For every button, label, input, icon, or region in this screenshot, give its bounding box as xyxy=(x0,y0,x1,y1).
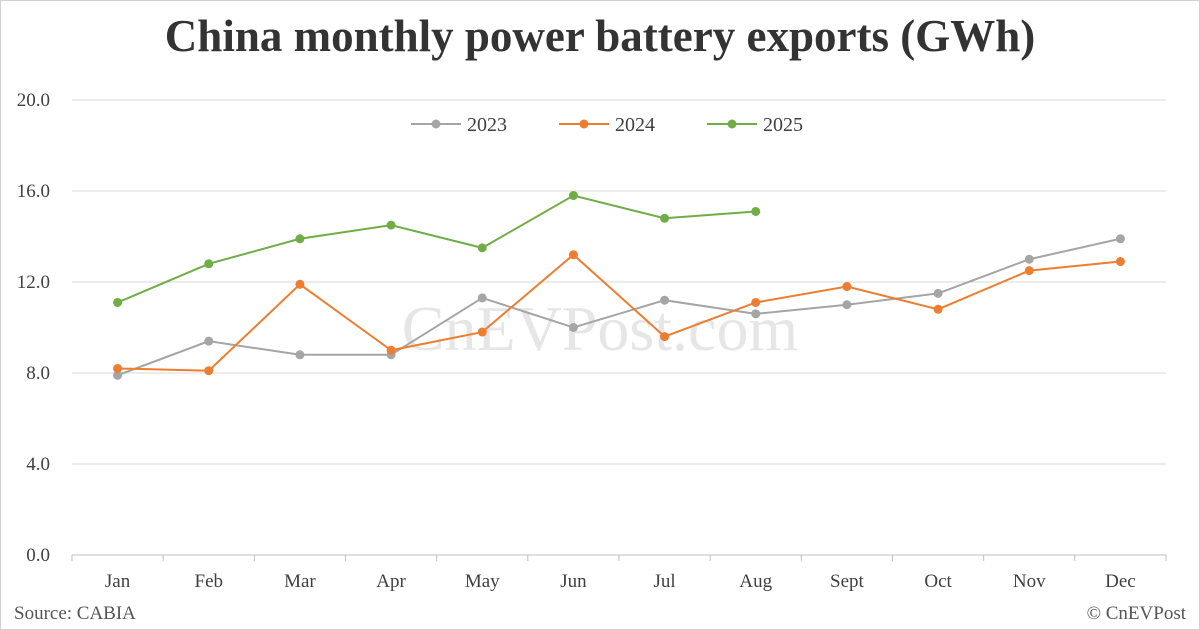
data-point-2023 xyxy=(842,300,852,310)
data-point-2024 xyxy=(842,282,852,292)
data-point-2025 xyxy=(113,297,123,307)
x-tick-label: Jun xyxy=(560,571,587,592)
legend-marker-2025 xyxy=(727,119,737,129)
data-point-2024 xyxy=(1024,266,1034,276)
x-tick-label: Feb xyxy=(195,571,224,592)
series-line-2024 xyxy=(117,253,1121,372)
y-tick-label: 4.0 xyxy=(26,454,50,475)
copyright-note: © CnEVPost xyxy=(1086,603,1186,624)
data-point-2025 xyxy=(477,243,487,253)
data-point-2025 xyxy=(204,259,214,269)
data-point-2025 xyxy=(386,220,396,230)
data-point-2024 xyxy=(1115,257,1125,267)
legend-label-2025: 2025 xyxy=(763,114,803,136)
data-point-2025 xyxy=(295,234,305,244)
x-tick-label: Jul xyxy=(653,571,675,592)
data-point-2025 xyxy=(660,213,670,223)
y-tick-label: 8.0 xyxy=(26,363,50,384)
x-tick-label: Apr xyxy=(376,571,406,592)
data-point-2023 xyxy=(660,295,670,305)
data-point-2023 xyxy=(568,323,578,332)
data-point-2023 xyxy=(477,293,487,303)
data-point-2024 xyxy=(295,279,305,289)
y-tick-label: 12.0 xyxy=(17,272,50,293)
y-tick-label: 16.0 xyxy=(17,181,50,202)
data-point-2023 xyxy=(295,350,305,360)
data-point-2023 xyxy=(933,288,943,298)
data-point-2024 xyxy=(751,297,761,307)
data-point-2023 xyxy=(1115,234,1125,244)
x-tick-label: Oct xyxy=(924,571,952,592)
data-point-2025 xyxy=(751,206,761,216)
x-tick-label: Jan xyxy=(105,571,131,592)
data-point-2024 xyxy=(933,304,943,314)
data-point-2023 xyxy=(751,309,761,319)
data-point-2024 xyxy=(477,327,487,337)
legend-marker-2024 xyxy=(579,119,589,129)
data-point-2024 xyxy=(568,250,578,260)
x-tick-label: Dec xyxy=(1105,571,1136,592)
data-point-2023 xyxy=(204,336,214,346)
data-point-2024 xyxy=(113,363,123,373)
legend-label-2023: 2023 xyxy=(467,114,507,136)
watermark: CnEVPost.com xyxy=(402,293,798,364)
data-point-2024 xyxy=(204,366,214,376)
chart-title: China monthly power battery exports (GWh… xyxy=(164,11,1036,61)
x-tick-label: Sept xyxy=(830,571,865,592)
data-point-2024 xyxy=(660,332,670,342)
data-point-2023 xyxy=(1024,254,1034,264)
data-point-2025 xyxy=(568,191,578,201)
y-tick-label: 0.0 xyxy=(26,545,50,566)
data-point-2023 xyxy=(113,370,123,380)
x-tick-label: Mar xyxy=(284,571,316,592)
legend-label-2024: 2024 xyxy=(615,114,655,136)
series-line-2023 xyxy=(117,237,1121,377)
x-tick-label: May xyxy=(465,571,500,592)
source-note: Source: CABIA xyxy=(14,603,136,624)
data-point-2024 xyxy=(386,345,396,355)
x-tick-label: Nov xyxy=(1013,571,1046,592)
series-line-2025 xyxy=(117,194,756,304)
legend-marker-2023 xyxy=(431,119,441,129)
x-tick-label: Aug xyxy=(739,571,772,592)
y-tick-label: 20.0 xyxy=(17,90,50,111)
